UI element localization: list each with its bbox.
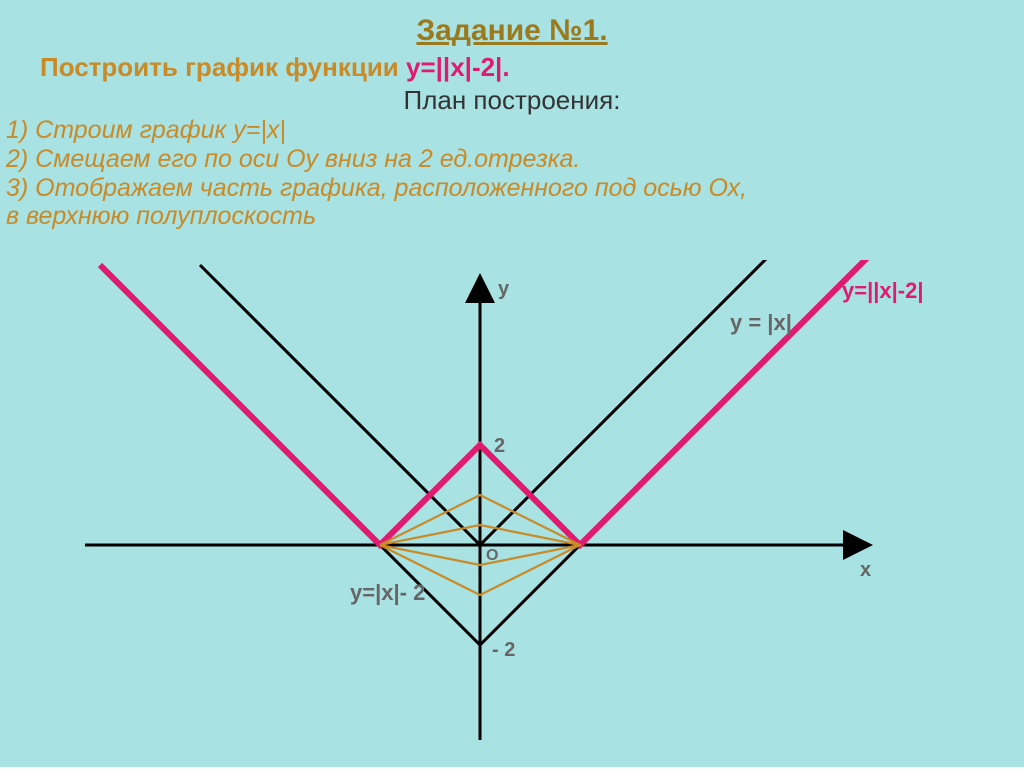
x-axis-label: x xyxy=(860,559,871,582)
origin-label: O xyxy=(486,547,498,565)
step-1: 1) Строим график у=|x| xyxy=(0,116,1024,145)
task-subtitle: Построить график функции у=||х|-2|. xyxy=(0,48,1024,83)
chart-svg xyxy=(0,260,1024,767)
tick-2-label: 2 xyxy=(494,435,505,458)
slide: Задание №1. Построить график функции у=|… xyxy=(0,0,1024,767)
subtitle-prefix: Построить график функции xyxy=(40,52,406,82)
step-3b: в верхнюю полуплоскость xyxy=(0,202,1024,231)
step-3a: 3) Отображаем часть графика, расположенн… xyxy=(0,174,1024,203)
plan-label: План построения: xyxy=(0,83,1024,116)
y-axis-label: y xyxy=(498,278,509,301)
step-2: 2) Смещаем его по оси Оу вниз на 2 ед.от… xyxy=(0,145,1024,174)
tick-neg2-label: - 2 xyxy=(492,639,515,662)
label-abs-x-minus-2: у=|x|- 2 xyxy=(350,580,425,606)
chart: y x O 2 - 2 y = |x| у=|x|- 2 у=||x|-2| xyxy=(0,260,1024,767)
label-final: у=||x|-2| xyxy=(842,278,924,304)
task-title: Задание №1. xyxy=(0,0,1024,48)
label-abs-x: y = |x| xyxy=(730,310,792,336)
subtitle-formula: у=||х|-2|. xyxy=(406,52,510,82)
